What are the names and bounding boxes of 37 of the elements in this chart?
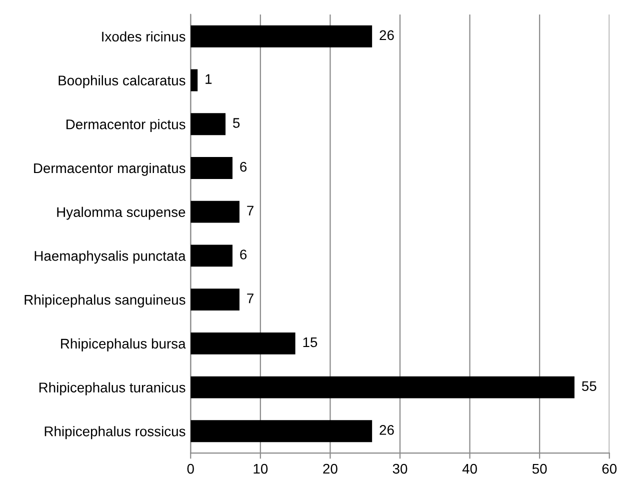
bar	[190, 420, 372, 442]
bar	[190, 244, 232, 267]
y-tick-label: Rhipicephalus rossicus	[44, 426, 186, 440]
x-tick-label: 10	[254, 464, 268, 474]
y-tick-label: Rhipicephalus sanguineus	[24, 294, 186, 308]
y-tick-label: Haemaphysalis punctata	[34, 250, 186, 264]
x-tick-label: 0	[187, 464, 194, 474]
x-tick-label: 40	[462, 464, 477, 474]
y-tick-label: Dermacentor marginatus	[34, 162, 186, 176]
data-label: 7	[247, 294, 254, 304]
x-tick-label: 60	[602, 464, 617, 474]
y-tick-label: Boophilus calcaratus	[58, 75, 186, 88]
bar	[190, 376, 574, 398]
data-label: 1	[206, 74, 212, 84]
x-tick-label: 50	[532, 464, 547, 474]
data-label: 7	[247, 206, 254, 216]
y-tick-label: Rhipicephalus turanicus	[39, 382, 186, 396]
bar	[190, 25, 372, 48]
bar	[190, 332, 296, 354]
y-tick-label: Ixodes ricinus	[102, 31, 186, 42]
data-label: 5	[233, 118, 240, 128]
y-tick-label: Dermacentor pictus	[66, 119, 186, 132]
y-tick-label: Hyalomma scupense	[57, 206, 186, 220]
data-label: 15	[303, 337, 318, 348]
bar	[190, 157, 232, 179]
x-tick-label: 20	[323, 464, 338, 474]
data-label: 26	[380, 30, 394, 40]
data-label: 6	[240, 162, 247, 172]
data-label: 6	[240, 250, 247, 260]
data-label: 55	[582, 381, 596, 392]
y-tick-label: Rhipicephalus bursa	[61, 338, 186, 352]
bar	[190, 200, 240, 223]
bar	[190, 69, 198, 92]
bar	[190, 288, 240, 311]
x-tick-label: 30	[392, 464, 408, 474]
bar	[190, 113, 226, 136]
data-label: 26	[380, 425, 394, 435]
